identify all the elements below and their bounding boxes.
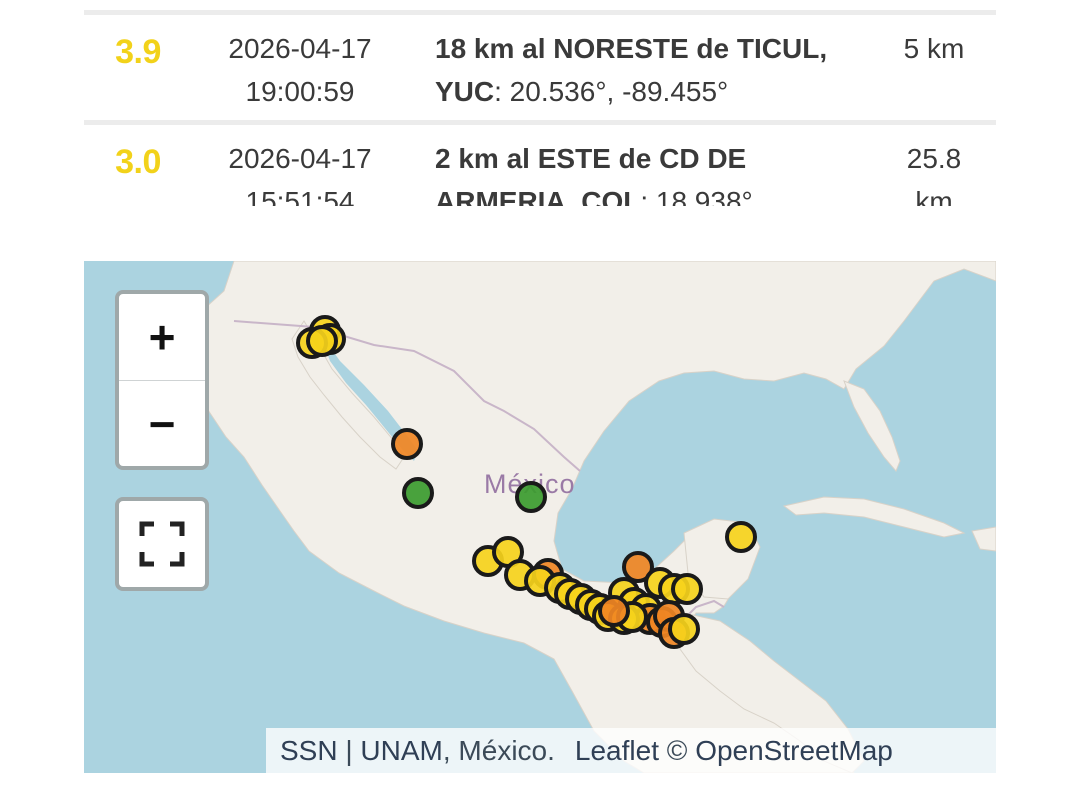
magnitude: 3.0 xyxy=(115,143,161,181)
quake-marker[interactable] xyxy=(306,325,338,357)
quake-markers[interactable] xyxy=(84,261,996,773)
date: 2026-04-17 xyxy=(228,143,372,174)
fullscreen-button[interactable] xyxy=(115,497,209,591)
time: 19:00:59 xyxy=(245,76,355,107)
zoom-control: + − xyxy=(115,290,209,470)
baja-peninsula xyxy=(291,320,405,470)
location-coords: : 20.536°, -89.455° xyxy=(494,76,729,107)
leaflet-link[interactable]: Leaflet xyxy=(574,735,659,766)
location-state: YUC xyxy=(435,76,495,107)
quake-marker[interactable] xyxy=(671,573,703,605)
quake-marker[interactable] xyxy=(725,521,757,553)
osm-link[interactable]: OpenStreetMap xyxy=(695,735,893,766)
map-attribution: SSN | UNAM, México. Leaflet © OpenStreetM… xyxy=(266,728,996,773)
attr-mexico: , México. xyxy=(442,735,555,766)
florida xyxy=(843,380,901,472)
datetime: 2026-04-17 15:51:54 xyxy=(202,137,398,206)
location-state: ARMERIA, COL xyxy=(435,186,641,206)
attr-copyright: © xyxy=(658,735,696,766)
depth-unit: km xyxy=(915,186,953,206)
depth: 25.8 km xyxy=(874,137,994,206)
zoom-out-button[interactable]: − xyxy=(148,398,176,450)
location-coords: : 18.938° xyxy=(640,186,753,206)
map-tiles xyxy=(145,261,996,773)
quake-marker[interactable] xyxy=(622,551,654,583)
gulf-of-california xyxy=(320,333,418,461)
location-name: 18 km al NORESTE de TICUL, xyxy=(435,33,828,64)
depth-value: 25.8 xyxy=(906,143,962,174)
fullscreen-icon xyxy=(139,521,185,567)
table-row[interactable]: 3.9 2026-04-17 19:00:59 18 km al NORESTE… xyxy=(84,15,996,125)
table-row[interactable]: 3.0 2026-04-17 15:51:54 2 km al ESTE de … xyxy=(84,125,996,206)
datetime: 2026-04-17 19:00:59 xyxy=(202,27,398,113)
unam-link[interactable]: UNAM xyxy=(360,735,443,766)
earthquake-map[interactable]: México + − SSN | UNAM, México.Leaflet © … xyxy=(84,261,996,773)
time: 15:51:54 xyxy=(245,186,355,206)
earthquake-table: 3.9 2026-04-17 19:00:59 18 km al NORESTE… xyxy=(84,0,996,206)
date: 2026-04-17 xyxy=(228,33,372,64)
location-name: 2 km al ESTE de CD DE xyxy=(435,143,747,174)
zoom-in-button[interactable]: + xyxy=(119,294,205,381)
depth: 5 km xyxy=(874,27,994,70)
row-divider xyxy=(84,10,996,15)
hispaniola xyxy=(971,526,996,552)
quake-marker[interactable] xyxy=(515,481,547,513)
location[interactable]: 18 km al NORESTE de TICUL, YUC: 20.536°,… xyxy=(435,27,855,113)
attr-separator: | xyxy=(337,735,361,766)
depth-value: 5 km xyxy=(903,33,965,64)
quake-marker[interactable] xyxy=(402,477,434,509)
quake-marker[interactable] xyxy=(598,595,630,627)
cuba xyxy=(782,496,966,538)
magnitude: 3.9 xyxy=(115,33,161,71)
ssn-link[interactable]: SSN xyxy=(280,735,338,766)
row-divider xyxy=(84,120,996,125)
quake-marker[interactable] xyxy=(668,613,700,645)
location[interactable]: 2 km al ESTE de CD DE ARMERIA, COL: 18.9… xyxy=(435,137,855,206)
quake-marker[interactable] xyxy=(391,428,423,460)
